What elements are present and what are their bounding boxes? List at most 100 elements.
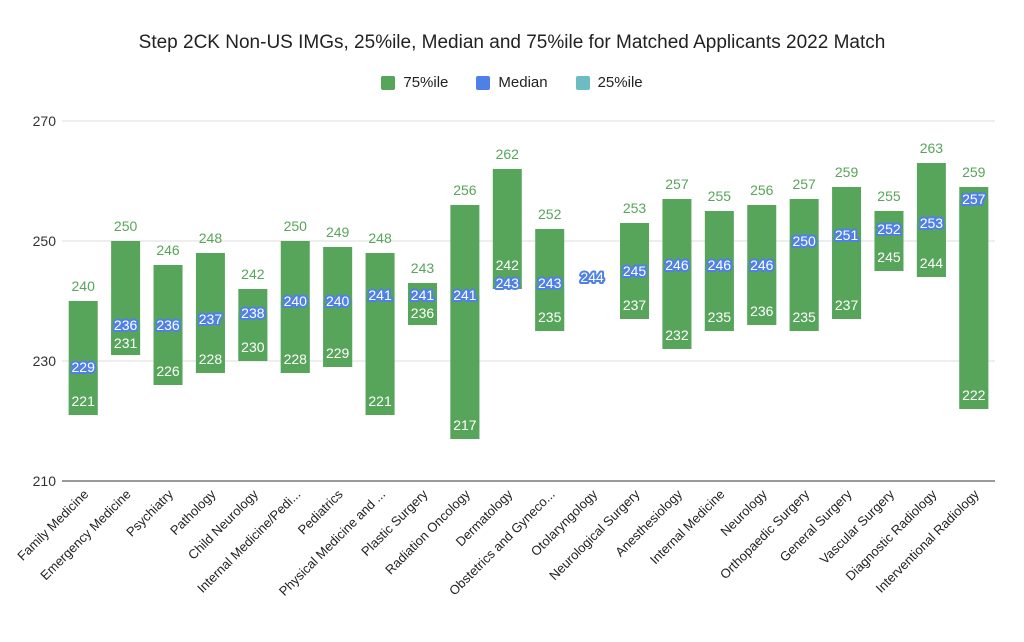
label-75: 262 <box>496 146 520 162</box>
legend-item-25: 25%ile <box>575 74 643 91</box>
label-median: 236 <box>114 317 138 333</box>
label-25: 229 <box>326 345 350 361</box>
label-25: 222 <box>962 387 986 403</box>
label-75: 259 <box>835 164 859 180</box>
chart-title: Step 2CK Non-US IMGs, 25%ile, Median and… <box>138 32 886 53</box>
bar-75-segment <box>789 199 819 331</box>
bar-75-segment <box>535 229 565 331</box>
label-25: 228 <box>284 351 308 367</box>
bar-75-segment <box>662 199 692 349</box>
legend-swatch-25 <box>575 75 590 90</box>
legend-item-median: Median <box>476 74 548 91</box>
label-median: 253 <box>920 215 944 231</box>
label-median: 244 <box>580 269 604 285</box>
legend-swatch-75 <box>381 75 396 90</box>
label-median: 243 <box>496 275 520 291</box>
label-25: 235 <box>792 309 816 325</box>
label-75: 255 <box>877 188 901 204</box>
label-median: 240 <box>326 293 350 309</box>
label-median: 229 <box>72 359 96 375</box>
label-median: 240 <box>284 293 308 309</box>
label-median: 251 <box>835 227 859 243</box>
label-median: 241 <box>411 287 435 303</box>
label-25: 232 <box>665 327 689 343</box>
label-75: 253 <box>623 200 647 216</box>
label-25: 236 <box>750 303 774 319</box>
bar-75-segment <box>365 253 395 415</box>
bar-75-segment <box>916 163 946 277</box>
label-75: 248 <box>368 230 392 246</box>
y-tick-label: 210 <box>33 473 57 489</box>
y-tick-label: 250 <box>33 233 57 249</box>
legend-label-median: Median <box>498 74 548 91</box>
label-25: 235 <box>538 309 562 325</box>
label-25: 242 <box>496 257 520 273</box>
label-25: 217 <box>453 417 477 433</box>
label-25: 235 <box>708 309 732 325</box>
x-tick-label: Family Medicine <box>14 487 91 564</box>
label-75: 246 <box>156 242 180 258</box>
label-75: 257 <box>665 176 689 192</box>
bar-75-segment <box>153 265 183 385</box>
y-tick-label: 230 <box>33 353 57 369</box>
label-75: 243 <box>411 260 435 276</box>
label-25: 244 <box>920 255 944 271</box>
bar-75-segment <box>238 289 268 361</box>
label-25: 231 <box>114 335 138 351</box>
label-25: 237 <box>623 297 647 313</box>
label-75: 252 <box>538 206 562 222</box>
label-median: 238 <box>241 305 265 321</box>
x-tick-label: Internal Medicine <box>647 487 728 568</box>
label-25: 226 <box>156 363 180 379</box>
label-median: 246 <box>665 257 689 273</box>
label-median: 241 <box>453 287 477 303</box>
x-tick-label: General Surgery <box>777 486 855 564</box>
label-75: 249 <box>326 224 350 240</box>
bar-75-segment <box>195 253 225 373</box>
label-median: 245 <box>623 263 647 279</box>
legend-label-75: 75%ile <box>403 74 449 91</box>
label-75: 256 <box>750 182 774 198</box>
label-median: 250 <box>792 233 816 249</box>
y-tick-label: 270 <box>33 113 57 129</box>
label-75: 259 <box>962 164 986 180</box>
legend-item-75: 75%ile <box>381 74 448 91</box>
label-25: 236 <box>411 305 435 321</box>
bar-75-segment <box>450 205 480 439</box>
label-75: 263 <box>920 140 944 156</box>
label-median: 246 <box>708 257 732 273</box>
label-25: 221 <box>368 393 392 409</box>
bar-75-segment <box>280 241 310 373</box>
label-median: 246 <box>750 257 774 273</box>
label-75: 240 <box>72 278 96 294</box>
x-tick-label: Vascular Surgery <box>817 486 898 567</box>
label-25: 221 <box>72 393 96 409</box>
label-median: 257 <box>962 191 986 207</box>
label-25: 237 <box>835 297 859 313</box>
bar-75-segment <box>407 283 437 325</box>
label-75: 242 <box>241 266 265 282</box>
label-median: 252 <box>877 221 901 237</box>
label-median: 237 <box>199 311 223 327</box>
bar-75-segment <box>620 223 650 319</box>
label-75: 256 <box>453 182 477 198</box>
label-median: 241 <box>368 287 392 303</box>
legend-label-25: 25%ile <box>597 74 643 91</box>
bar-75-segment <box>68 301 98 415</box>
bar-75-segment <box>704 211 734 331</box>
label-25: 245 <box>877 249 901 265</box>
label-75: 250 <box>114 218 138 234</box>
bar-75-segment <box>111 241 141 355</box>
label-75: 250 <box>284 218 308 234</box>
bar-75-segment <box>832 187 862 319</box>
x-tick-label: Psychiatry <box>123 486 176 539</box>
bar-75-segment <box>959 187 989 409</box>
label-75: 255 <box>708 188 732 204</box>
bar-75-segment <box>323 247 353 367</box>
label-75: 257 <box>792 176 816 192</box>
bar-75-segment <box>874 211 904 271</box>
label-25: 228 <box>199 351 223 367</box>
legend: 75%ile Median 25%ile <box>0 74 1024 91</box>
